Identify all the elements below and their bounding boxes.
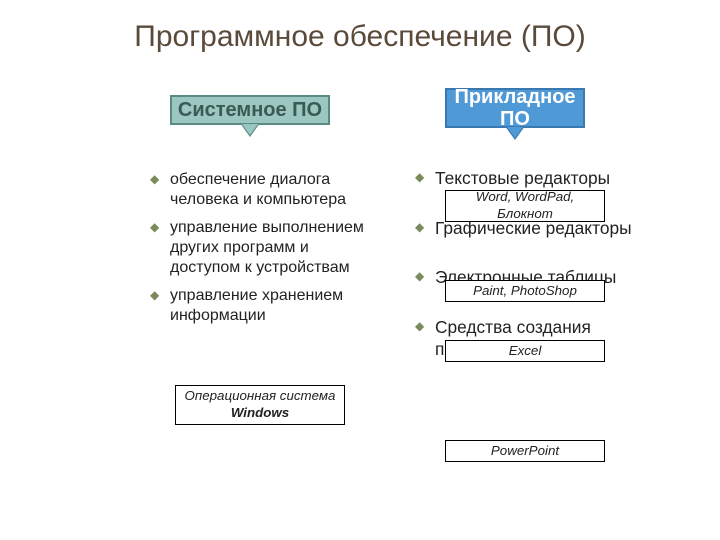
list-item: обеспечение диалога человека и компьютер… [150,170,380,210]
example-box-label: PowerPoint [491,443,559,460]
example-box-text-editors: Word, WordPad, Блокнот [445,190,605,222]
slide: Программное обеспечение (ПО) Системное П… [0,0,720,540]
callout-application-software: Прикладное ПО [445,88,585,128]
callout-arrow-icon [240,123,260,137]
callout-arrow-icon [505,126,525,140]
list-item: управление выполнением других программ и… [150,218,380,278]
slide-title: Программное обеспечение (ПО) [0,20,720,54]
example-box-label: Paint, PhotoShop [473,283,577,300]
list-item: Текстовые редакторы [415,168,675,190]
example-box-spreadsheets: Excel [445,340,605,362]
os-box-line2: Windows [231,405,289,422]
example-box-label: Excel [509,343,542,360]
callout-application-label: Прикладное ПО [447,86,583,130]
example-box-graphic-editors: Paint, PhotoShop [445,280,605,302]
example-box-presentations: PowerPoint [445,440,605,462]
system-bullet-list: обеспечение диалога человека и компьютер… [150,170,380,334]
os-box: Операционная система Windows [175,385,345,425]
example-box-label: Word, WordPad, Блокнот [452,189,598,222]
list-item: управление хранением информации [150,286,380,326]
callout-system-software: Системное ПО [170,95,330,125]
os-box-line1: Операционная система [185,388,336,405]
callout-system-label: Системное ПО [178,99,322,121]
